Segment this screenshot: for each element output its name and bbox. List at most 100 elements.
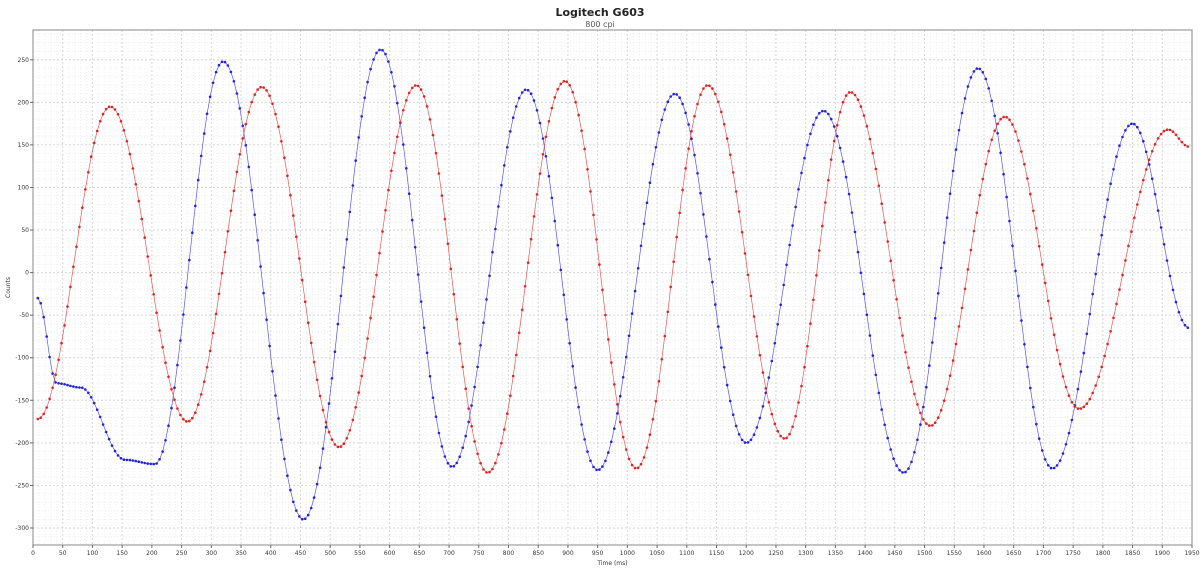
series-1-point — [131, 459, 135, 462]
series-1-point — [87, 391, 90, 395]
series-2-point — [381, 230, 384, 233]
series-2-point — [1070, 400, 1074, 404]
series-2-point — [1076, 407, 1080, 410]
series-2-point — [868, 137, 872, 141]
series-1-point — [960, 111, 964, 115]
series-1-point — [226, 64, 230, 67]
series-2-point — [538, 172, 542, 175]
series-2-point — [1174, 133, 1178, 137]
series-2-point — [660, 358, 664, 361]
series-2-point — [479, 461, 482, 465]
series-1-point — [1118, 144, 1121, 147]
series-1-point — [182, 313, 185, 316]
series-2-point — [75, 245, 78, 249]
series-2-point — [309, 341, 313, 345]
series-2-point — [880, 202, 883, 205]
series-2-point — [616, 403, 619, 406]
series-1-point — [188, 258, 191, 262]
series-2-point — [1109, 330, 1112, 333]
series-1-point — [1026, 365, 1029, 369]
series-2-point — [402, 109, 405, 112]
series-2-point — [856, 98, 860, 101]
series-1-point — [84, 388, 87, 391]
series-2-point — [1040, 263, 1044, 266]
series-1-point — [446, 461, 450, 465]
series-2-point — [758, 353, 762, 357]
series-1-point — [850, 211, 854, 214]
series-2-point — [188, 419, 191, 423]
series-2-point — [152, 293, 155, 296]
series-1-point — [1037, 437, 1041, 440]
series-2-point — [51, 386, 54, 390]
series-1-point — [547, 174, 551, 178]
series-1-point — [116, 454, 120, 457]
series-1-point — [755, 426, 759, 429]
series-1-point — [170, 406, 173, 410]
series-1-point — [491, 250, 494, 254]
series-1-point — [523, 88, 527, 92]
series-2-point — [407, 91, 411, 95]
series-1-point — [1079, 370, 1083, 373]
series-1-point — [901, 471, 904, 474]
axis-ticks: 0 50 100 150 200 250 300 350 400 450 500 550 600 650 7… — [15, 57, 1199, 557]
series-2-point — [57, 358, 60, 362]
series-1-point — [624, 355, 628, 359]
series-2-point — [642, 456, 646, 459]
series-1-point — [360, 115, 364, 118]
series-1-point — [580, 423, 583, 426]
series-2-point — [1008, 118, 1011, 122]
series-2-point — [66, 305, 69, 308]
series-2-point — [829, 158, 833, 161]
series-1-point — [844, 175, 848, 179]
series-2-point — [140, 217, 144, 221]
series-1-point — [931, 341, 934, 344]
series-2-point — [354, 406, 358, 409]
series-1-point — [1014, 269, 1017, 273]
series-1-point — [387, 60, 390, 63]
x-tick-label: 1000 — [620, 550, 635, 557]
series-1-point — [1142, 139, 1145, 143]
series-2-point — [681, 188, 684, 192]
series-2-point — [122, 129, 126, 132]
series-1-point — [895, 464, 898, 467]
series-1-point — [749, 438, 753, 442]
series-1-point — [202, 132, 206, 135]
series-1-point — [274, 394, 277, 397]
series-1-point — [146, 462, 149, 465]
series-2-point — [63, 324, 66, 327]
series-2-point — [1153, 142, 1157, 146]
series-1-point — [506, 146, 509, 149]
series-2-point — [1035, 227, 1038, 230]
series-2-point — [494, 461, 497, 465]
series-1-point — [179, 339, 182, 342]
series-1-point — [877, 391, 881, 395]
series-1-point — [437, 431, 441, 435]
series-2-point — [675, 235, 678, 239]
series-1-point — [702, 213, 705, 216]
series-2-point — [303, 300, 307, 304]
series-2-point — [357, 391, 361, 394]
series-2-point — [315, 378, 319, 382]
series-2-point — [996, 122, 999, 126]
series-1-point — [354, 159, 358, 162]
series-2-point — [942, 399, 946, 403]
series-2-point — [913, 392, 916, 396]
series-2-point — [283, 156, 286, 160]
series-1-point — [369, 67, 372, 71]
series-1-point — [586, 450, 589, 453]
series-2-point — [119, 120, 123, 123]
series-1-point — [137, 460, 141, 464]
series-2-point — [345, 437, 349, 440]
series-2-point — [372, 295, 375, 299]
series-1-point — [452, 464, 456, 468]
series-1-point — [164, 439, 167, 442]
series-2-point — [81, 206, 84, 209]
series-1-point — [422, 326, 426, 330]
series-1-point — [372, 58, 375, 61]
series-2-point — [393, 151, 396, 155]
series-1-point — [283, 457, 286, 461]
series-1-point — [743, 441, 747, 444]
series-1-point — [740, 438, 744, 442]
series-2-point — [101, 112, 105, 116]
series-1-point — [939, 266, 943, 270]
